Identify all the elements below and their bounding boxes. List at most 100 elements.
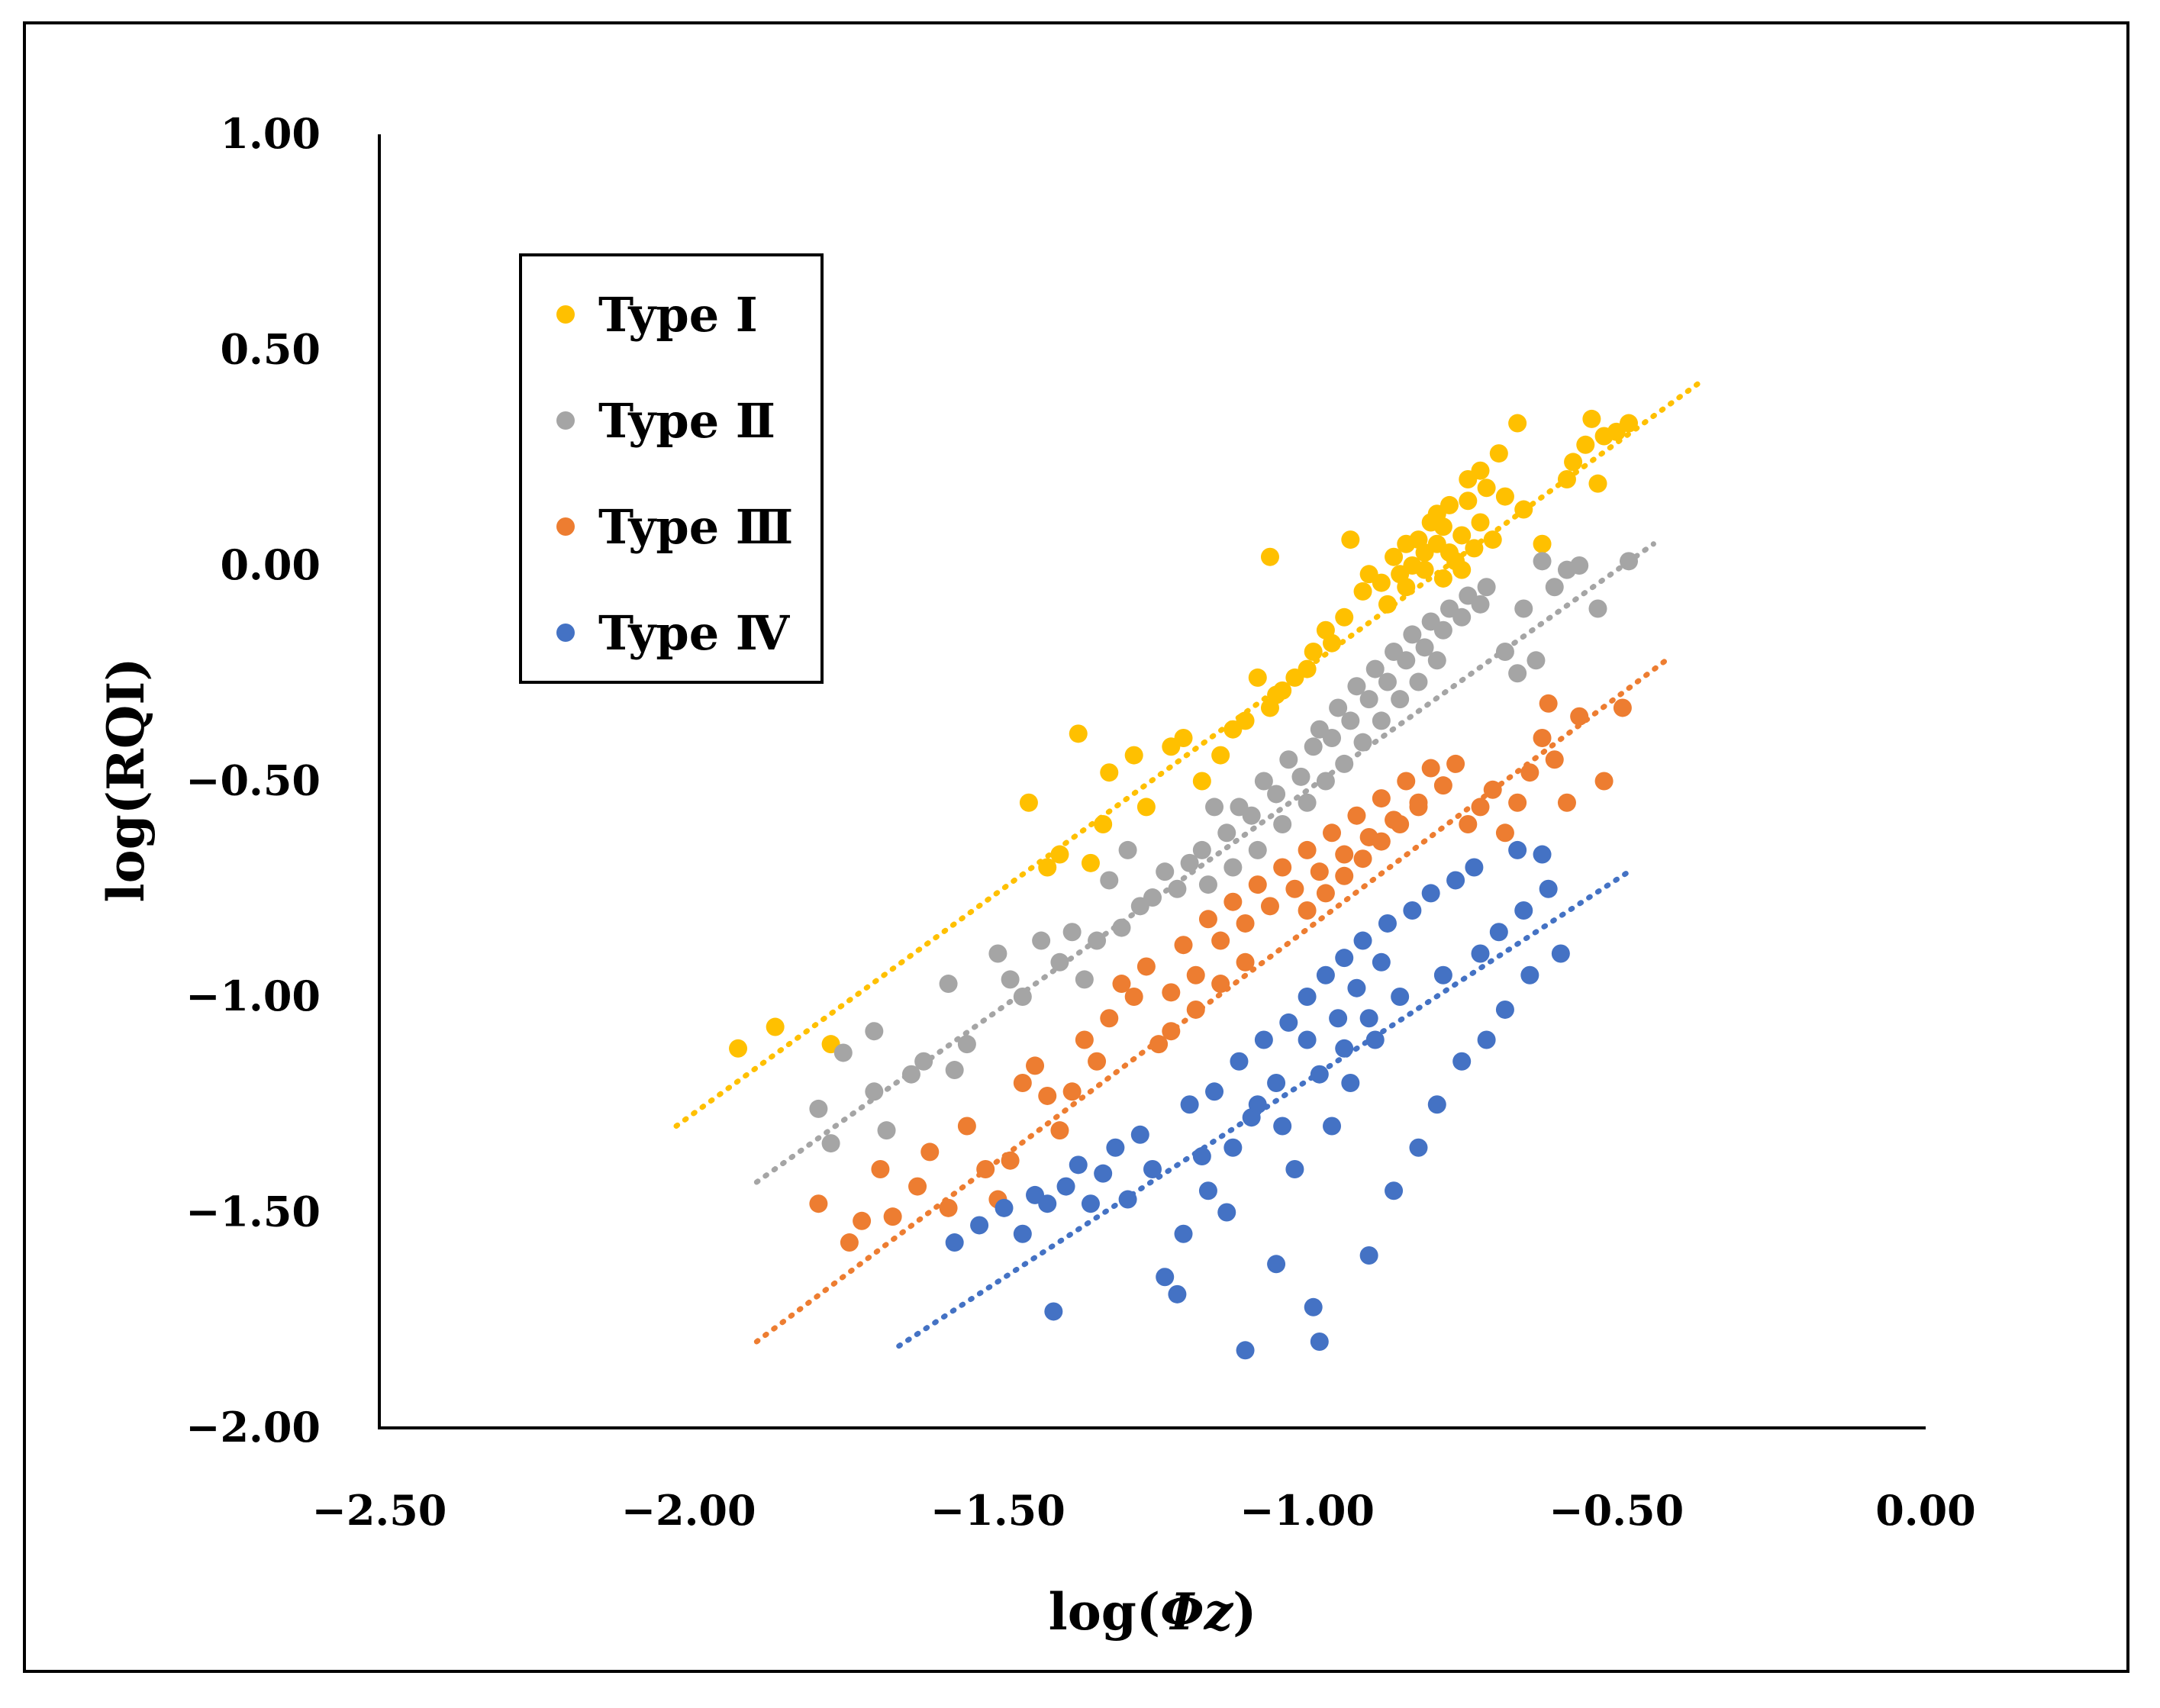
legend-box	[519, 253, 824, 684]
legend-label-series-4: Type Ⅳ	[598, 605, 791, 661]
legend-items: Type Ⅰ Type Ⅱ Type Ⅲ Type Ⅳ	[556, 287, 793, 661]
point-series-2-6	[901, 1065, 920, 1084]
point-series-1-18	[1248, 668, 1267, 687]
point-series-4-25	[1267, 1255, 1286, 1274]
point-series-2-68	[1335, 754, 1354, 773]
point-series-4-39	[1385, 1181, 1404, 1200]
point-series-4-56	[1533, 845, 1552, 864]
legend-marker-series-4	[556, 624, 575, 642]
point-series-4-30	[1310, 1333, 1329, 1351]
point-series-1-67	[1459, 491, 1478, 511]
point-series-2-76	[1223, 858, 1243, 877]
trendline-series-3	[753, 657, 1669, 1345]
point-series-2-71	[1391, 690, 1410, 709]
point-series-3-55	[1539, 694, 1558, 713]
point-series-3-37	[1323, 823, 1342, 843]
point-series-4-14	[1143, 1160, 1162, 1178]
point-series-3-11	[1001, 1151, 1020, 1170]
point-series-1-4	[1038, 858, 1057, 877]
point-series-1-53	[1533, 534, 1552, 553]
point-series-2-28	[1205, 798, 1224, 817]
point-series-2-38	[1323, 729, 1342, 747]
point-series-4-17	[1180, 1095, 1199, 1114]
point-series-2-33	[1267, 785, 1286, 804]
point-series-4-64	[1223, 1138, 1243, 1157]
point-series-1-65	[1439, 543, 1459, 562]
point-series-4-11	[1106, 1138, 1125, 1157]
point-series-1-6	[1069, 724, 1088, 743]
point-series-4-22	[1236, 1341, 1255, 1360]
point-series-2-18	[1088, 931, 1107, 950]
trendline-series-4	[896, 869, 1632, 1349]
x-axis-title-prefix: log(	[1049, 1582, 1160, 1642]
point-series-2-29	[1217, 823, 1236, 843]
point-series-2-24	[1156, 862, 1175, 881]
point-series-3-7	[939, 1198, 958, 1217]
point-series-2-60	[1533, 552, 1552, 571]
point-series-1-61	[1620, 414, 1639, 433]
point-series-3-4	[883, 1207, 902, 1226]
point-series-2-12	[1001, 970, 1020, 989]
point-series-1-28	[1353, 582, 1372, 601]
point-series-1-32	[1385, 547, 1404, 566]
point-series-4-29	[1304, 1297, 1323, 1316]
point-series-1-10	[1124, 746, 1143, 765]
point-series-3-36	[1310, 862, 1329, 881]
point-series-2-27	[1192, 840, 1211, 859]
point-series-2-11	[988, 944, 1007, 963]
point-series-3-45	[1421, 759, 1440, 778]
x-tick-label: 0.00	[1875, 1486, 1976, 1535]
point-series-3-64	[1353, 849, 1372, 869]
point-series-1-47	[1477, 479, 1496, 498]
point-series-3-19	[1100, 1009, 1119, 1028]
point-series-2-55	[1477, 578, 1496, 597]
point-series-3-39	[1347, 806, 1366, 825]
point-series-4-19	[1205, 1082, 1224, 1101]
point-series-3-50	[1483, 780, 1502, 799]
x-tick-label: −1.50	[930, 1486, 1065, 1535]
point-series-3-48	[1459, 815, 1478, 833]
point-series-1-52	[1514, 500, 1533, 519]
point-series-4-2	[970, 1216, 989, 1235]
point-series-1-57	[1582, 409, 1601, 428]
point-series-1-43	[1452, 526, 1472, 545]
y-tick-label: 0.50	[220, 325, 321, 374]
point-series-4-50	[1477, 1030, 1496, 1049]
point-series-2-5	[877, 1121, 896, 1140]
point-series-1-71	[1452, 560, 1472, 579]
point-series-4-8	[1069, 1155, 1088, 1175]
point-series-1-68	[1471, 461, 1490, 480]
point-series-2-35	[1291, 767, 1311, 786]
point-series-4-34	[1341, 1074, 1360, 1092]
point-series-2-19	[1100, 871, 1119, 890]
point-series-2-36	[1304, 737, 1323, 756]
point-series-1-56	[1576, 435, 1595, 454]
point-series-4-42	[1409, 1138, 1428, 1157]
point-series-1-11	[1136, 798, 1156, 817]
point-series-1-69	[1397, 578, 1416, 597]
point-series-2-63	[1570, 556, 1589, 575]
point-series-1-24	[1298, 659, 1317, 678]
point-series-3-49	[1471, 798, 1490, 817]
point-series-4-65	[1198, 1181, 1217, 1200]
point-series-4-0	[1044, 1302, 1063, 1321]
point-series-3-32	[1260, 897, 1279, 916]
point-series-1-26	[1323, 633, 1342, 653]
point-series-3-25	[1174, 936, 1193, 955]
point-series-2-41	[1347, 677, 1366, 696]
point-series-2-14	[1032, 931, 1051, 950]
point-series-1-45	[1465, 539, 1484, 558]
point-series-1-3	[1019, 793, 1038, 812]
point-series-1-46	[1471, 513, 1490, 532]
point-series-2-34	[1279, 750, 1298, 769]
point-series-3-30	[1236, 914, 1255, 933]
point-series-2-7	[914, 1052, 933, 1071]
point-series-2-47	[1403, 625, 1422, 644]
point-series-3-14	[1038, 1086, 1057, 1105]
point-series-1-51	[1508, 414, 1527, 433]
point-series-1-0	[729, 1039, 748, 1058]
point-series-2-66	[1298, 793, 1317, 812]
point-series-3-34	[1285, 879, 1304, 898]
point-series-1-21	[1273, 681, 1292, 700]
